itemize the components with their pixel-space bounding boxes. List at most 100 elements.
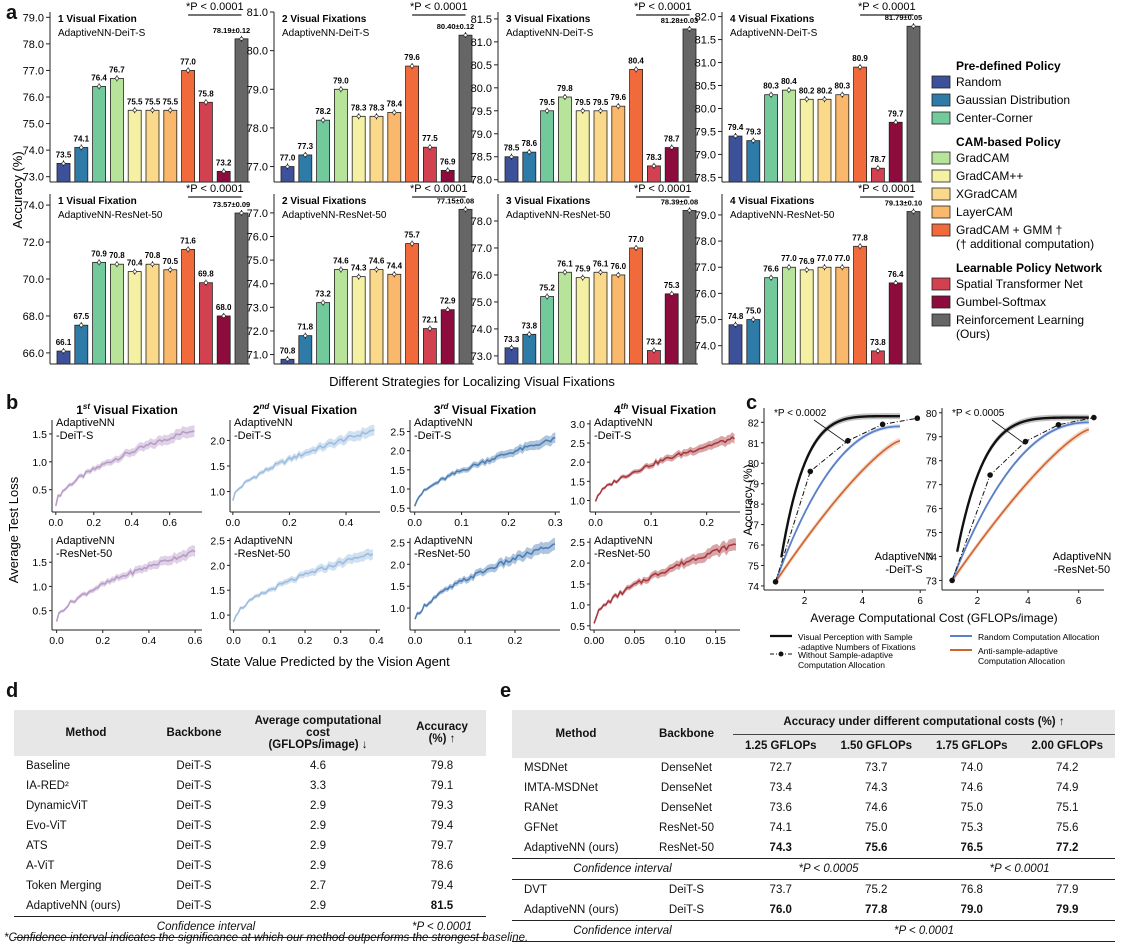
y-tick-label: 81.0 (695, 58, 716, 70)
data-point (598, 270, 603, 275)
y-tick-label: 78.0 (471, 175, 492, 187)
bar-value-label: 71.8 (298, 323, 314, 332)
data-point (634, 246, 639, 250)
x-tick-label: 0.00 (584, 635, 605, 647)
bar-value-label: 75.7 (404, 231, 420, 240)
table-row: IMTA-MSDNet DenseNet 73.4 74.3 74.6 74.9 (512, 778, 1115, 798)
significance-label: *P < 0.0001 (186, 1, 244, 13)
data-point (804, 267, 809, 272)
data-point (338, 267, 343, 272)
data-point (527, 150, 532, 155)
panel-label-e: e (500, 680, 512, 702)
confidence-row: Confidence interval *P < 0.0001 (14, 916, 486, 938)
legend-swatch (931, 75, 951, 89)
y-tick-label: 80.5 (471, 60, 492, 72)
cell-backbone: DeiT-S (176, 840, 212, 852)
data-point (427, 145, 432, 150)
table-row: IA-RED² DeiT-S 3.3 79.1 (14, 776, 486, 796)
data-point (61, 349, 66, 353)
data-point (132, 269, 137, 274)
y-tick-label: 79.0 (23, 12, 44, 24)
cell-backbone: DenseNet (660, 782, 713, 794)
x-tick-label: 0.1 (262, 635, 277, 647)
cell-value: 74.6 (960, 782, 983, 794)
data-point (893, 120, 898, 125)
cell-method: AdaptiveNN (ours) (524, 904, 619, 916)
subplot-title: 4 Visual Fixations (730, 196, 815, 207)
bar-value-label: 70.8 (145, 251, 161, 260)
y-tick-label: 78.0 (23, 39, 44, 51)
cell-method: GFNet (524, 822, 558, 834)
confidence-label: Confidence interval (512, 920, 733, 942)
bar-value-label: 80.9 (852, 54, 868, 63)
model-label-1: AdaptiveNN (234, 535, 293, 547)
col-cost-line2: (GFLOPs/image) ↓ (268, 739, 368, 751)
table-row: RANet DenseNet 73.6 74.6 75.0 75.1 (512, 798, 1115, 818)
model-label-1: AdaptiveNN (56, 535, 115, 547)
data-point (545, 108, 550, 113)
data-point (822, 97, 827, 102)
significance-label: *P < 0.0001 (858, 183, 916, 195)
table-row: AdaptiveNN (ours) DeiT-S 2.9 81.5 (14, 896, 486, 917)
table-row: AdaptiveNN (ours) DeiT-S 76.0 77.8 79.0 79.9 (512, 900, 1115, 921)
y-tick-label: 79.0 (695, 210, 716, 222)
bar-value-label: 78.3 (646, 153, 662, 162)
y-tick-label: 78.0 (247, 123, 268, 135)
cell-method: DVT (512, 879, 640, 900)
data-point (687, 27, 692, 31)
x-tick-label: 0.4 (339, 517, 354, 529)
col-accuracy-line1: Accuracy (416, 721, 468, 733)
cell-backbone: DeiT-S (176, 760, 212, 772)
subplot-model: AdaptiveNN-ResNet-50 (506, 210, 611, 221)
cell-method: Baseline (26, 760, 71, 772)
y-tick-label: 77.0 (247, 162, 268, 174)
non-adaptive-point (949, 577, 955, 584)
subplot-model: AdaptiveNN-ResNet-50 (282, 210, 387, 221)
cell-backbone: DenseNet (660, 762, 713, 774)
y-tick-label: 76.0 (695, 288, 716, 300)
cell-value: 77.2 (1056, 842, 1079, 854)
data-point (285, 357, 290, 362)
footnote: *Confidence interval indicates the signi… (4, 932, 529, 944)
x-tick-label: 0.2 (699, 517, 714, 529)
legend-swatch (931, 277, 951, 291)
cell-cost: 2.9 (310, 840, 326, 852)
data-point (652, 164, 656, 168)
subplot-model: AdaptiveNN-DeiT-S (730, 28, 818, 39)
data-point (186, 247, 191, 252)
data-point (840, 265, 845, 270)
bar-value-label: 76.0 (611, 262, 627, 271)
data-point (687, 208, 692, 213)
y-tick-label: 78.5 (695, 172, 716, 184)
x-tick-label: 0.4 (369, 635, 384, 647)
bar-value-label: 76.6 (763, 265, 779, 274)
bar-value-label: 70.9 (91, 249, 107, 258)
table-d: Method Backbone Average computational co… (14, 710, 486, 938)
x-axis-title: Average Computational Cost (GFLOPs/image… (810, 611, 1057, 625)
model-label-2: -DeiT-S (56, 430, 93, 442)
col-2-00-gflops: 2.00 GFLOPs (1019, 734, 1115, 758)
x-tick-label: 4 (860, 596, 866, 607)
data-point (221, 314, 226, 318)
bar-value-label: 72.1 (422, 316, 438, 325)
col-1-25-gflops: 1.25 GFLOPs (733, 734, 829, 758)
cell-method: AdaptiveNN (ours) (26, 900, 121, 912)
y-tick-label: 78.0 (471, 216, 492, 228)
cell-accuracy: 79.4 (430, 880, 454, 892)
data-point (463, 33, 468, 38)
bar-value-label: 79.4 (728, 123, 744, 132)
y-tick-label: 2.5 (390, 427, 405, 439)
loss-curve (55, 430, 195, 507)
model-label-1: AdaptiveNN (1053, 551, 1112, 563)
legend-group-title: CAM-based Policy (956, 135, 1061, 149)
model-label-1: AdaptiveNN (414, 535, 473, 547)
model-label-1: AdaptiveNN (594, 417, 653, 429)
y-tick-label: 74.0 (247, 279, 268, 291)
bar-value-label: 79.8 (557, 84, 573, 93)
y-tick-label: 81.0 (471, 37, 492, 49)
y-tick-label: 76 (926, 505, 938, 516)
confidence-value-b: *P < 0.0001 (924, 858, 1115, 880)
bar-value-label: 76.9 (799, 257, 815, 266)
data-point (751, 138, 756, 143)
legend-label-2: -adaptive Numbers of Fixations (798, 642, 916, 652)
